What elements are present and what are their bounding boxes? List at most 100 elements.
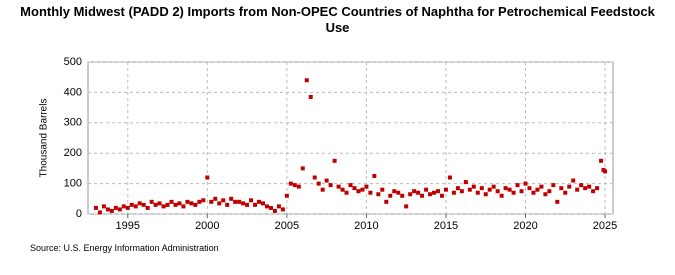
point (595, 186, 600, 191)
point (177, 201, 182, 206)
point (579, 183, 584, 188)
point (420, 193, 425, 198)
x-tick-label: 2015 (434, 220, 458, 232)
point (268, 205, 273, 210)
point (264, 204, 269, 209)
y-tick-label: 300 (64, 117, 82, 129)
point (551, 183, 556, 188)
point (567, 184, 572, 189)
point (447, 175, 452, 180)
x-tick-label: 2020 (513, 220, 537, 232)
point (412, 189, 417, 194)
y-tick-label: 200 (64, 147, 82, 159)
point (384, 199, 389, 204)
point (531, 190, 536, 195)
point (181, 204, 186, 209)
point (519, 189, 524, 194)
point (408, 192, 413, 197)
point (503, 186, 508, 191)
point (332, 158, 337, 163)
point (161, 204, 166, 209)
point (320, 187, 325, 192)
point (276, 204, 281, 209)
y-tick-label: 100 (64, 178, 82, 190)
point (113, 205, 118, 210)
point (157, 201, 162, 206)
point (328, 183, 333, 188)
point (404, 204, 409, 209)
point (428, 192, 433, 197)
point (209, 199, 214, 204)
point (189, 201, 194, 206)
point (559, 186, 564, 191)
point (547, 189, 552, 194)
point (201, 198, 206, 203)
x-tick-label: 2000 (195, 220, 219, 232)
point (599, 158, 604, 163)
point (515, 183, 520, 188)
point (217, 201, 222, 206)
point (225, 202, 230, 207)
point (527, 186, 532, 191)
point (543, 192, 548, 197)
point (121, 204, 126, 209)
point (241, 201, 246, 206)
point (185, 199, 190, 204)
point (272, 208, 277, 213)
point (439, 193, 444, 198)
chart-title: Monthly Midwest (PADD 2) Imports from No… (20, 4, 655, 35)
point (296, 184, 301, 189)
point (284, 193, 289, 198)
y-axis-label: Thousand Barrels (39, 99, 50, 178)
point (432, 190, 437, 195)
x-tick-label: 2010 (354, 220, 378, 232)
point (360, 187, 365, 192)
y-tick-label: 400 (64, 86, 82, 98)
point (257, 199, 262, 204)
point (463, 180, 468, 185)
point (352, 186, 357, 191)
point (324, 178, 329, 183)
point (591, 189, 596, 194)
point (583, 186, 588, 191)
x-tick-label: 1995 (116, 220, 140, 232)
point (300, 166, 305, 171)
point (249, 198, 254, 203)
point (396, 190, 401, 195)
point (213, 196, 218, 201)
point (316, 181, 321, 186)
point (229, 196, 234, 201)
point (117, 207, 122, 212)
point (205, 175, 210, 180)
point (97, 210, 102, 215)
point (93, 205, 98, 210)
point (487, 187, 492, 192)
source: Source: U.S. Energy Information Administ… (30, 243, 219, 253)
point (233, 199, 238, 204)
point (436, 189, 440, 194)
point (173, 202, 178, 207)
y-tick-label: 500 (64, 56, 82, 68)
point (483, 192, 488, 197)
point (511, 190, 516, 195)
point (145, 205, 150, 210)
point (475, 190, 480, 195)
point (575, 187, 580, 192)
x-tick-label: 2025 (593, 220, 617, 232)
point (535, 187, 540, 192)
point (221, 198, 226, 203)
point (376, 192, 381, 197)
point (312, 175, 317, 180)
point (471, 184, 476, 189)
point (101, 204, 106, 209)
point (523, 181, 528, 186)
point (372, 174, 377, 178)
point (133, 204, 138, 209)
y-tick-label: 0 (76, 208, 82, 220)
point (169, 199, 174, 204)
point (555, 199, 560, 204)
point (304, 78, 309, 83)
point (479, 186, 484, 191)
